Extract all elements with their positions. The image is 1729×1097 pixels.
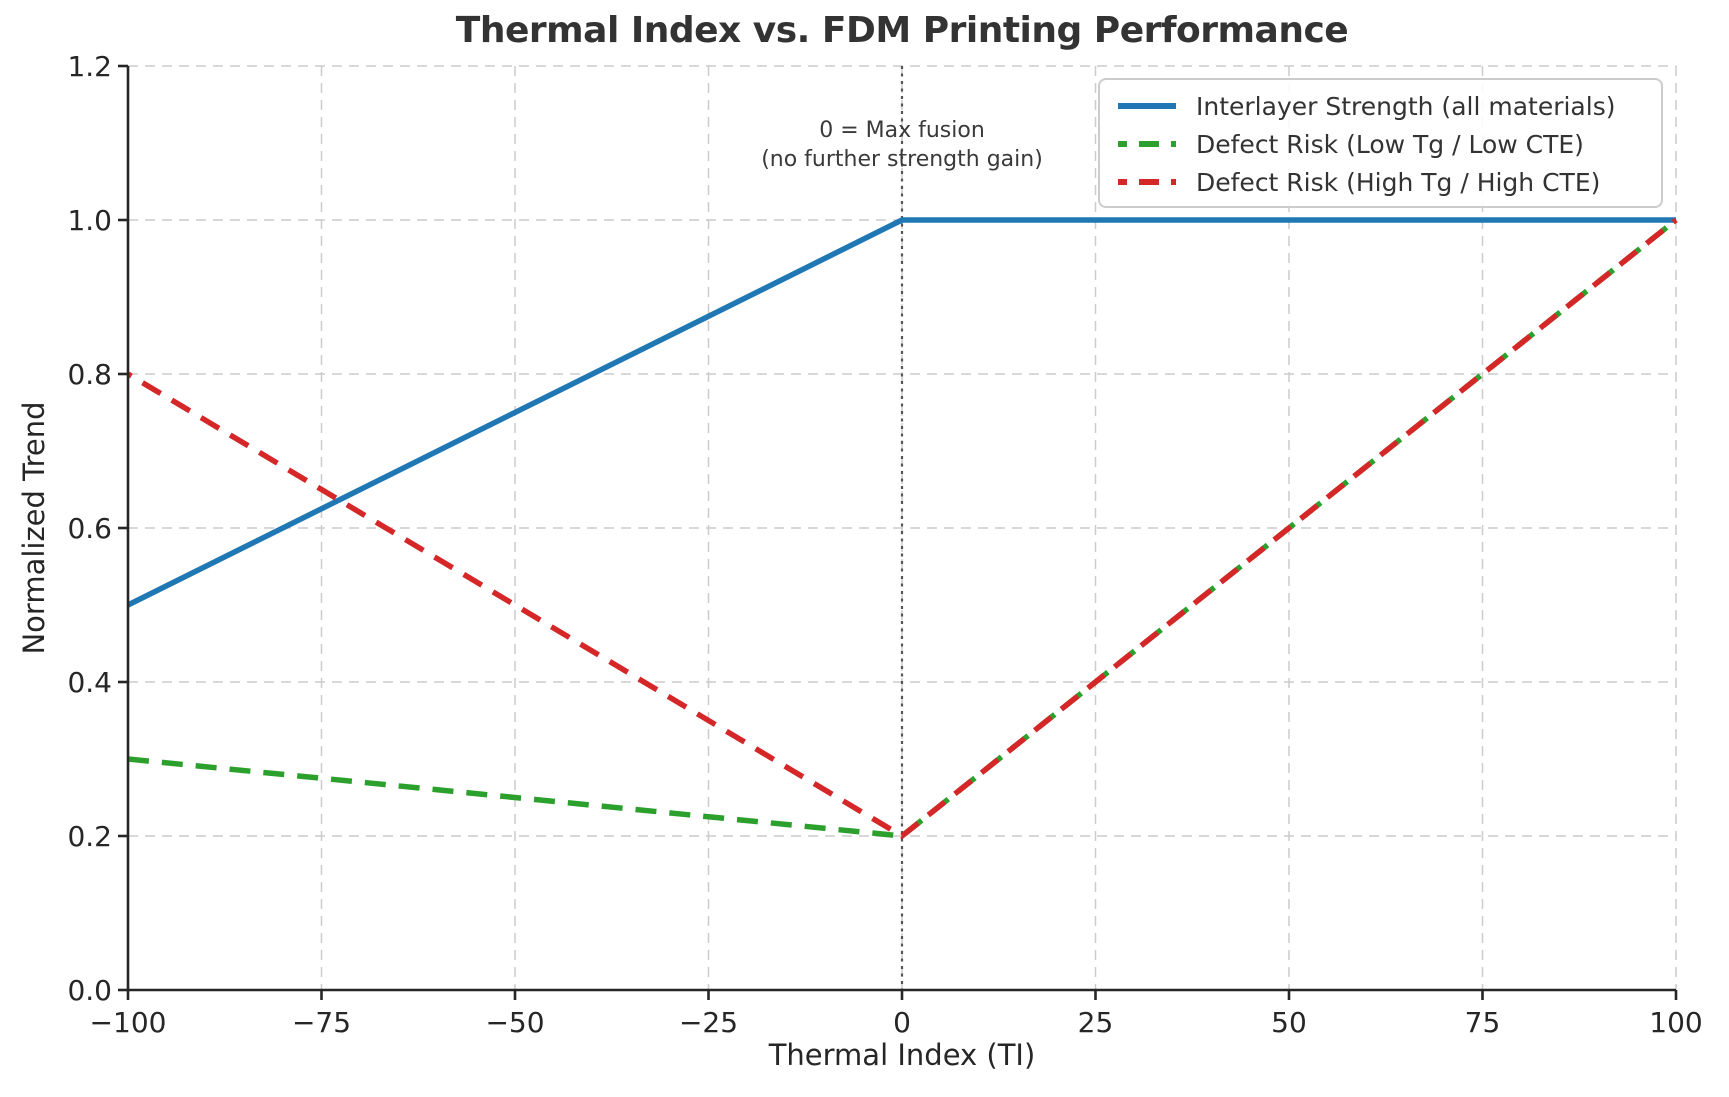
annotation-max-fusion: 0 = Max fusion (no further strength gain…: [761, 116, 1043, 174]
y-tick-label: 1.0: [67, 204, 112, 237]
legend-label-defect-risk-high: Defect Risk (High Tg / High CTE): [1196, 167, 1601, 197]
x-tick-label: −100: [90, 1006, 167, 1039]
y-tick-label: 0.8: [67, 358, 112, 391]
dashed-line-swatch-icon: [1118, 179, 1176, 185]
x-tick-label: 100: [1649, 1006, 1702, 1039]
series-line-0: [126, 217, 1676, 608]
x-tick-label: −25: [679, 1006, 738, 1039]
y-tick-label: 0.2: [67, 820, 112, 853]
solid-line-swatch-icon: [1118, 103, 1176, 109]
chart-title: Thermal Index vs. FDM Printing Performan…: [455, 10, 1349, 51]
y-tick-label: 1.2: [67, 50, 112, 83]
legend: Interlayer Strength (all materials) Defe…: [1098, 78, 1663, 208]
x-tick-label: 75: [1465, 1006, 1501, 1039]
legend-item-defect-risk-low: Defect Risk (Low Tg / Low CTE): [1116, 125, 1661, 163]
y-tick-label: 0.4: [67, 666, 112, 699]
legend-item-defect-risk-high: Defect Risk (High Tg / High CTE): [1116, 163, 1661, 201]
legend-item-interlayer-strength: Interlayer Strength (all materials): [1116, 87, 1661, 125]
legend-label-defect-risk-low: Defect Risk (Low Tg / Low CTE): [1196, 129, 1584, 159]
x-tick-label: 0: [893, 1006, 911, 1039]
legend-label-interlayer-strength: Interlayer Strength (all materials): [1196, 91, 1616, 121]
x-tick-label: 50: [1271, 1006, 1307, 1039]
x-tick-label: −75: [292, 1006, 351, 1039]
dashed-line-swatch-icon: [1118, 141, 1176, 147]
x-tick-label: 25: [1078, 1006, 1114, 1039]
x-tick-label: −50: [485, 1006, 544, 1039]
y-tick-label: 0.6: [67, 512, 112, 545]
annotation-line-1: 0 = Max fusion: [819, 118, 985, 143]
annotation-line-2: (no further strength gain): [761, 147, 1043, 172]
y-axis-label: Normalized Trend: [17, 401, 51, 655]
series-line-2: [126, 217, 1678, 839]
x-axis-label: Thermal Index (TI): [768, 1038, 1036, 1072]
y-tick-label: 0.0: [67, 974, 112, 1007]
